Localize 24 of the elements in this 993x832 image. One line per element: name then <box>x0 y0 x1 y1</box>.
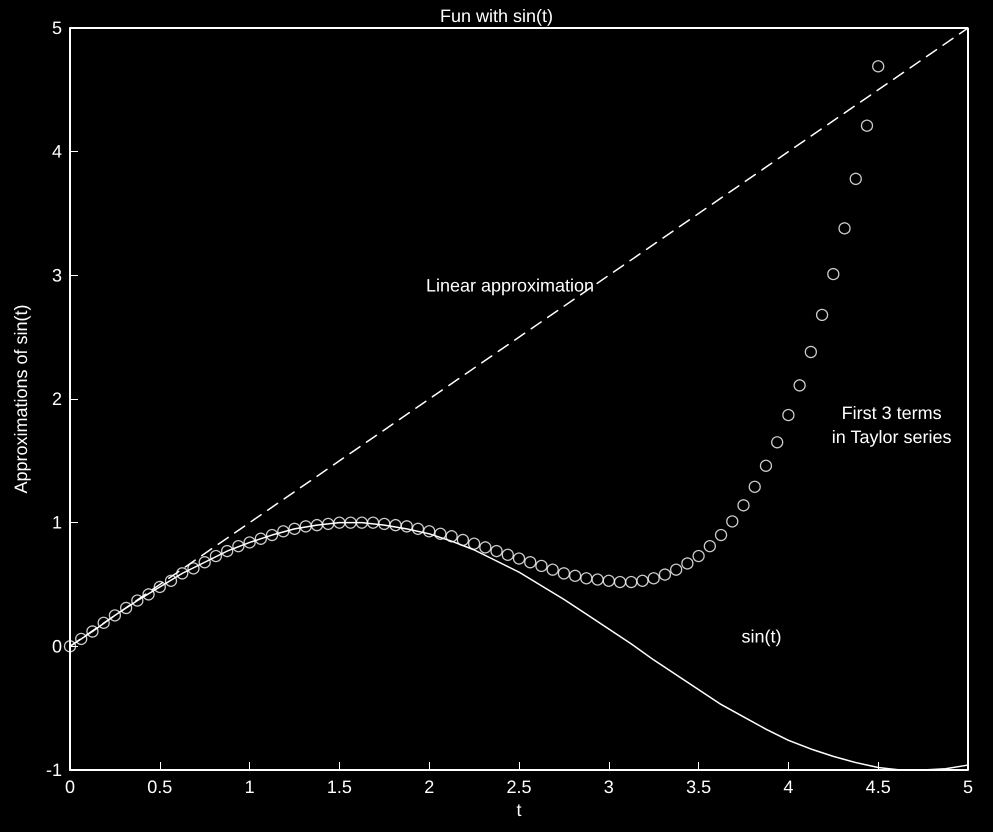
y-tick-label: 2 <box>52 389 62 409</box>
x-tick-label: 2 <box>424 777 434 797</box>
x-tick-label: 1 <box>244 777 255 797</box>
x-tick-label: 4.5 <box>866 777 891 797</box>
x-tick-label: 0 <box>64 777 76 797</box>
y-tick-label: 3 <box>52 265 62 286</box>
annotation: Linear approximation <box>426 275 594 296</box>
x-axis-title: t <box>516 800 522 820</box>
x-tick-label: 4 <box>783 777 794 797</box>
y-tick-label: 0 <box>52 636 62 656</box>
y-axis-title: Approximations of sin(t) <box>11 304 31 494</box>
x-tick-label: 2.5 <box>506 777 532 797</box>
annotation: First 3 terms in Taylor series <box>832 402 952 447</box>
x-tick-label: 3 <box>604 777 614 797</box>
y-tick-label: 5 <box>52 18 62 38</box>
x-tick-label: 5 <box>962 777 974 797</box>
x-tick-label: 3.5 <box>686 777 712 797</box>
annotation: sin(t) <box>741 626 782 646</box>
y-tick-label: -1 <box>46 760 62 780</box>
x-tick-label: 1.5 <box>326 777 352 797</box>
y-tick-label: 1 <box>52 512 62 533</box>
chart-title: Fun with sin(t) <box>440 6 554 26</box>
y-tick-label: 4 <box>52 142 62 162</box>
x-tick-label: 0.5 <box>147 777 172 797</box>
